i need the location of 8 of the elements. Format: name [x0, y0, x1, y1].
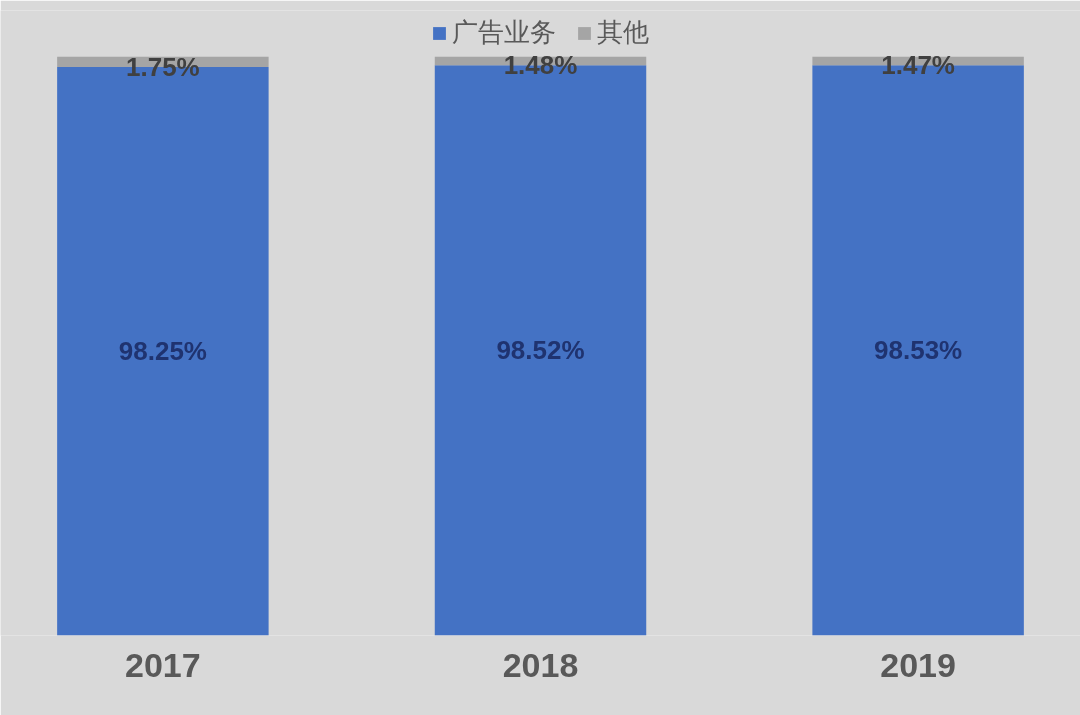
legend-label: 其他	[597, 16, 649, 49]
data-label: 98.52%	[496, 335, 585, 366]
legend-label: 广告业务	[452, 16, 556, 49]
x-tick-label: 2019	[880, 645, 956, 684]
x-tick-label: 2018	[502, 645, 579, 684]
data-label: 98.25%	[118, 336, 207, 367]
x-tick-label: 2017	[125, 645, 201, 684]
data-label: 98.53%	[874, 335, 963, 366]
